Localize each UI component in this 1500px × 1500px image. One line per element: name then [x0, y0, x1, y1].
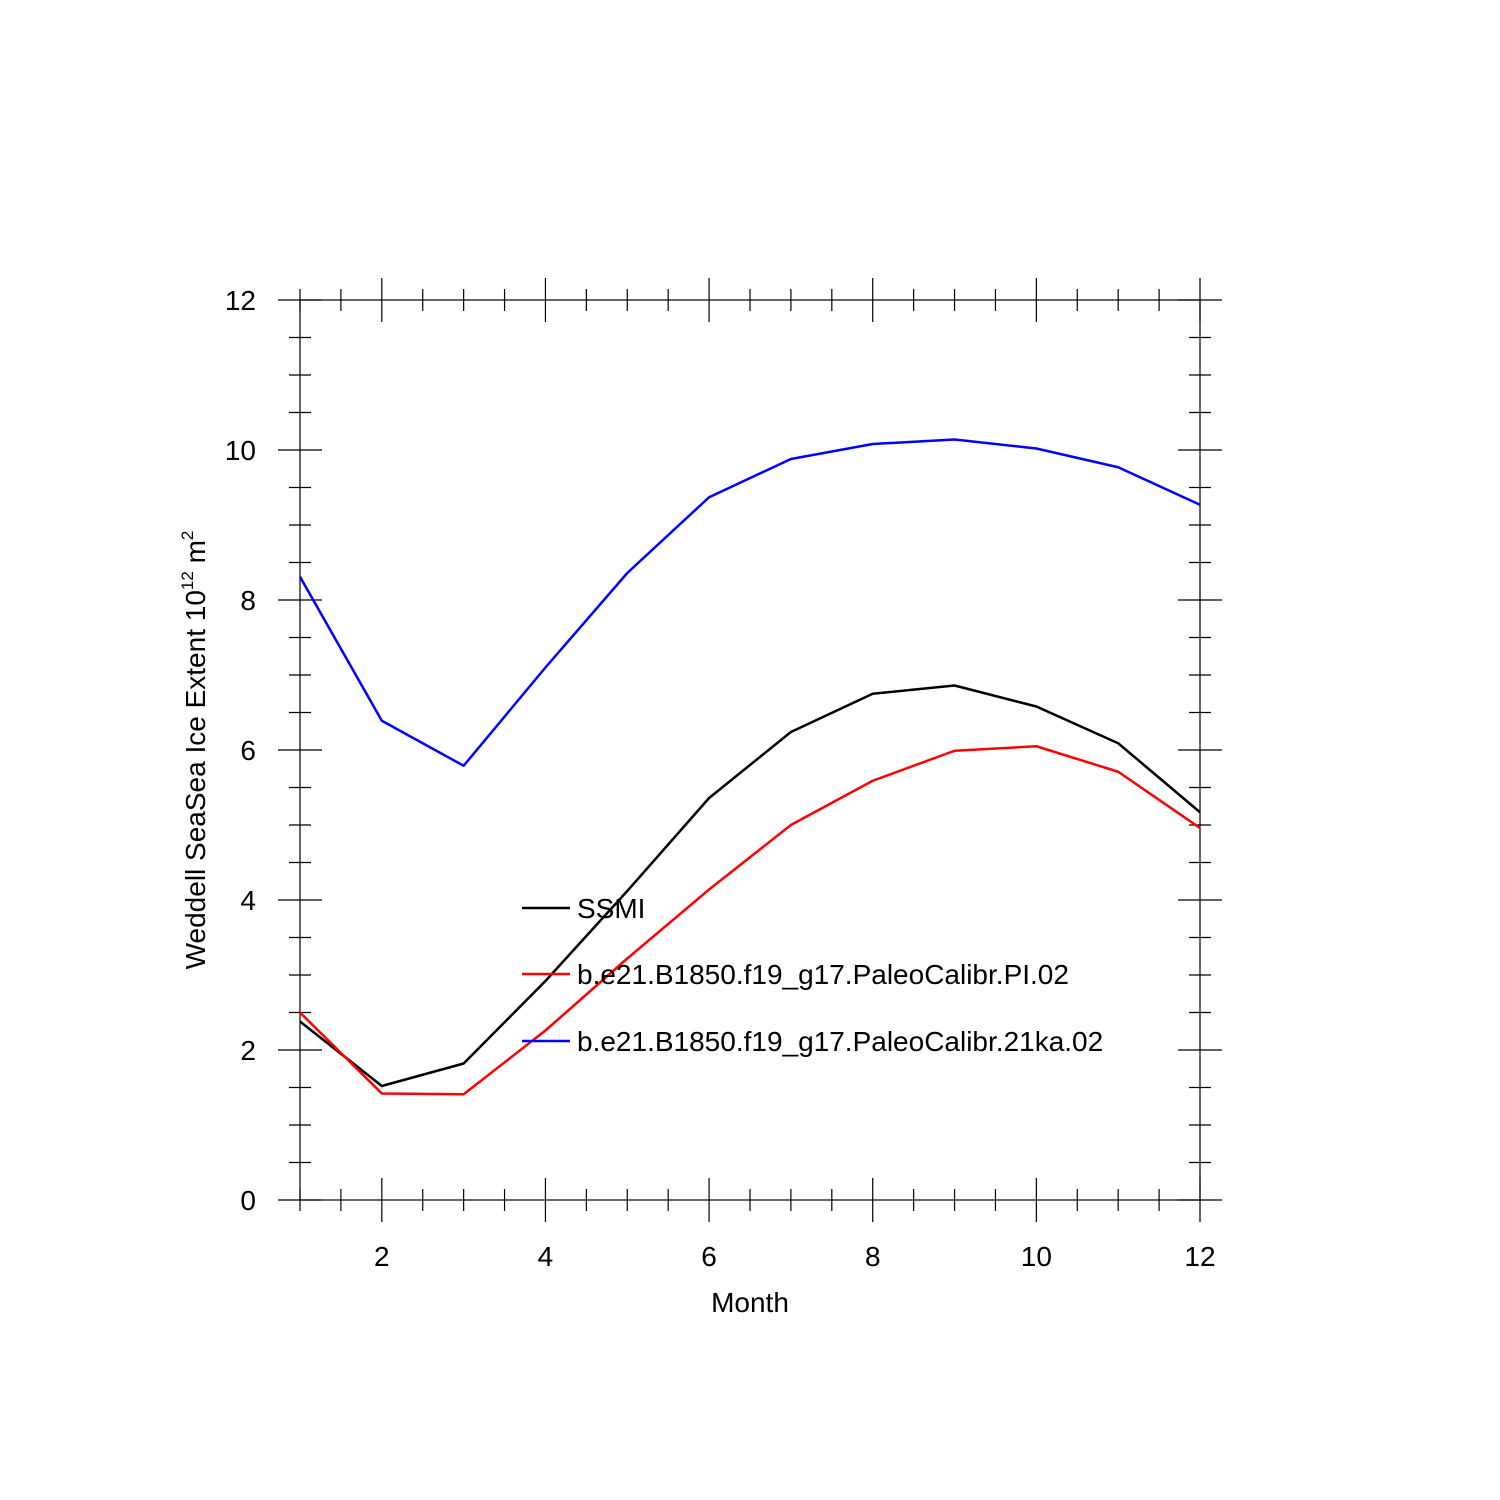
y-tick-label: 10: [225, 435, 256, 466]
y-tick-label: 12: [225, 285, 256, 316]
legend: SSMI b.e21.B1850.f19_g17.PaleoCalibr.PI.…: [522, 893, 1103, 1057]
y-tick-label: 2: [240, 1035, 256, 1066]
y-axis-label-unit-exponent: 2: [178, 531, 197, 540]
x-tick-label: 6: [701, 1241, 717, 1272]
series-line-1: [299, 745, 1201, 1096]
major-ticks: [278, 278, 1222, 1222]
tick-labels: 2 4 6 8 10 12 0 2 4 6 8 10 12: [225, 285, 1216, 1272]
y-axis-label-main: Weddell SeaSea Ice Extent 10: [180, 590, 211, 969]
series-line-0: [299, 684, 1201, 1088]
x-tick-label: 4: [538, 1241, 554, 1272]
legend-label-ssmi: SSMI: [577, 893, 645, 924]
series-lines: [298, 438, 1201, 1096]
y-axis-label-unit: m: [180, 540, 211, 571]
series-line-2: [298, 438, 1201, 767]
legend-label-21ka: b.e21.B1850.f19_g17.PaleoCalibr.21ka.02: [577, 1026, 1103, 1057]
x-tick-label: 12: [1184, 1241, 1215, 1272]
y-tick-label: 4: [240, 885, 256, 916]
legend-label-pi: b.e21.B1850.f19_g17.PaleoCalibr.PI.02: [577, 959, 1069, 990]
plot-frame: [299, 299, 1201, 1201]
y-axis-label-exponent: 12: [178, 571, 197, 590]
y-tick-label: 0: [240, 1185, 256, 1216]
x-tick-label: 10: [1021, 1241, 1052, 1272]
y-tick-label: 8: [240, 585, 256, 616]
y-axis-label: Weddell SeaSea Ice Extent 1012 m2: [178, 531, 211, 970]
y-tick-label: 6: [240, 735, 256, 766]
x-tick-label: 8: [865, 1241, 881, 1272]
x-tick-label: 2: [374, 1241, 390, 1272]
x-axis-label: Month: [711, 1287, 789, 1318]
